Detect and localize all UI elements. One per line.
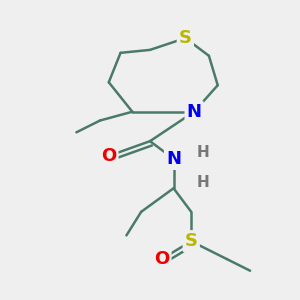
Text: N: N [187, 103, 202, 121]
Text: S: S [179, 29, 192, 47]
Text: O: O [154, 250, 170, 268]
Text: H: H [196, 175, 209, 190]
Text: N: N [166, 150, 181, 168]
Text: O: O [101, 147, 116, 165]
Text: S: S [185, 232, 198, 250]
Text: H: H [196, 146, 209, 160]
